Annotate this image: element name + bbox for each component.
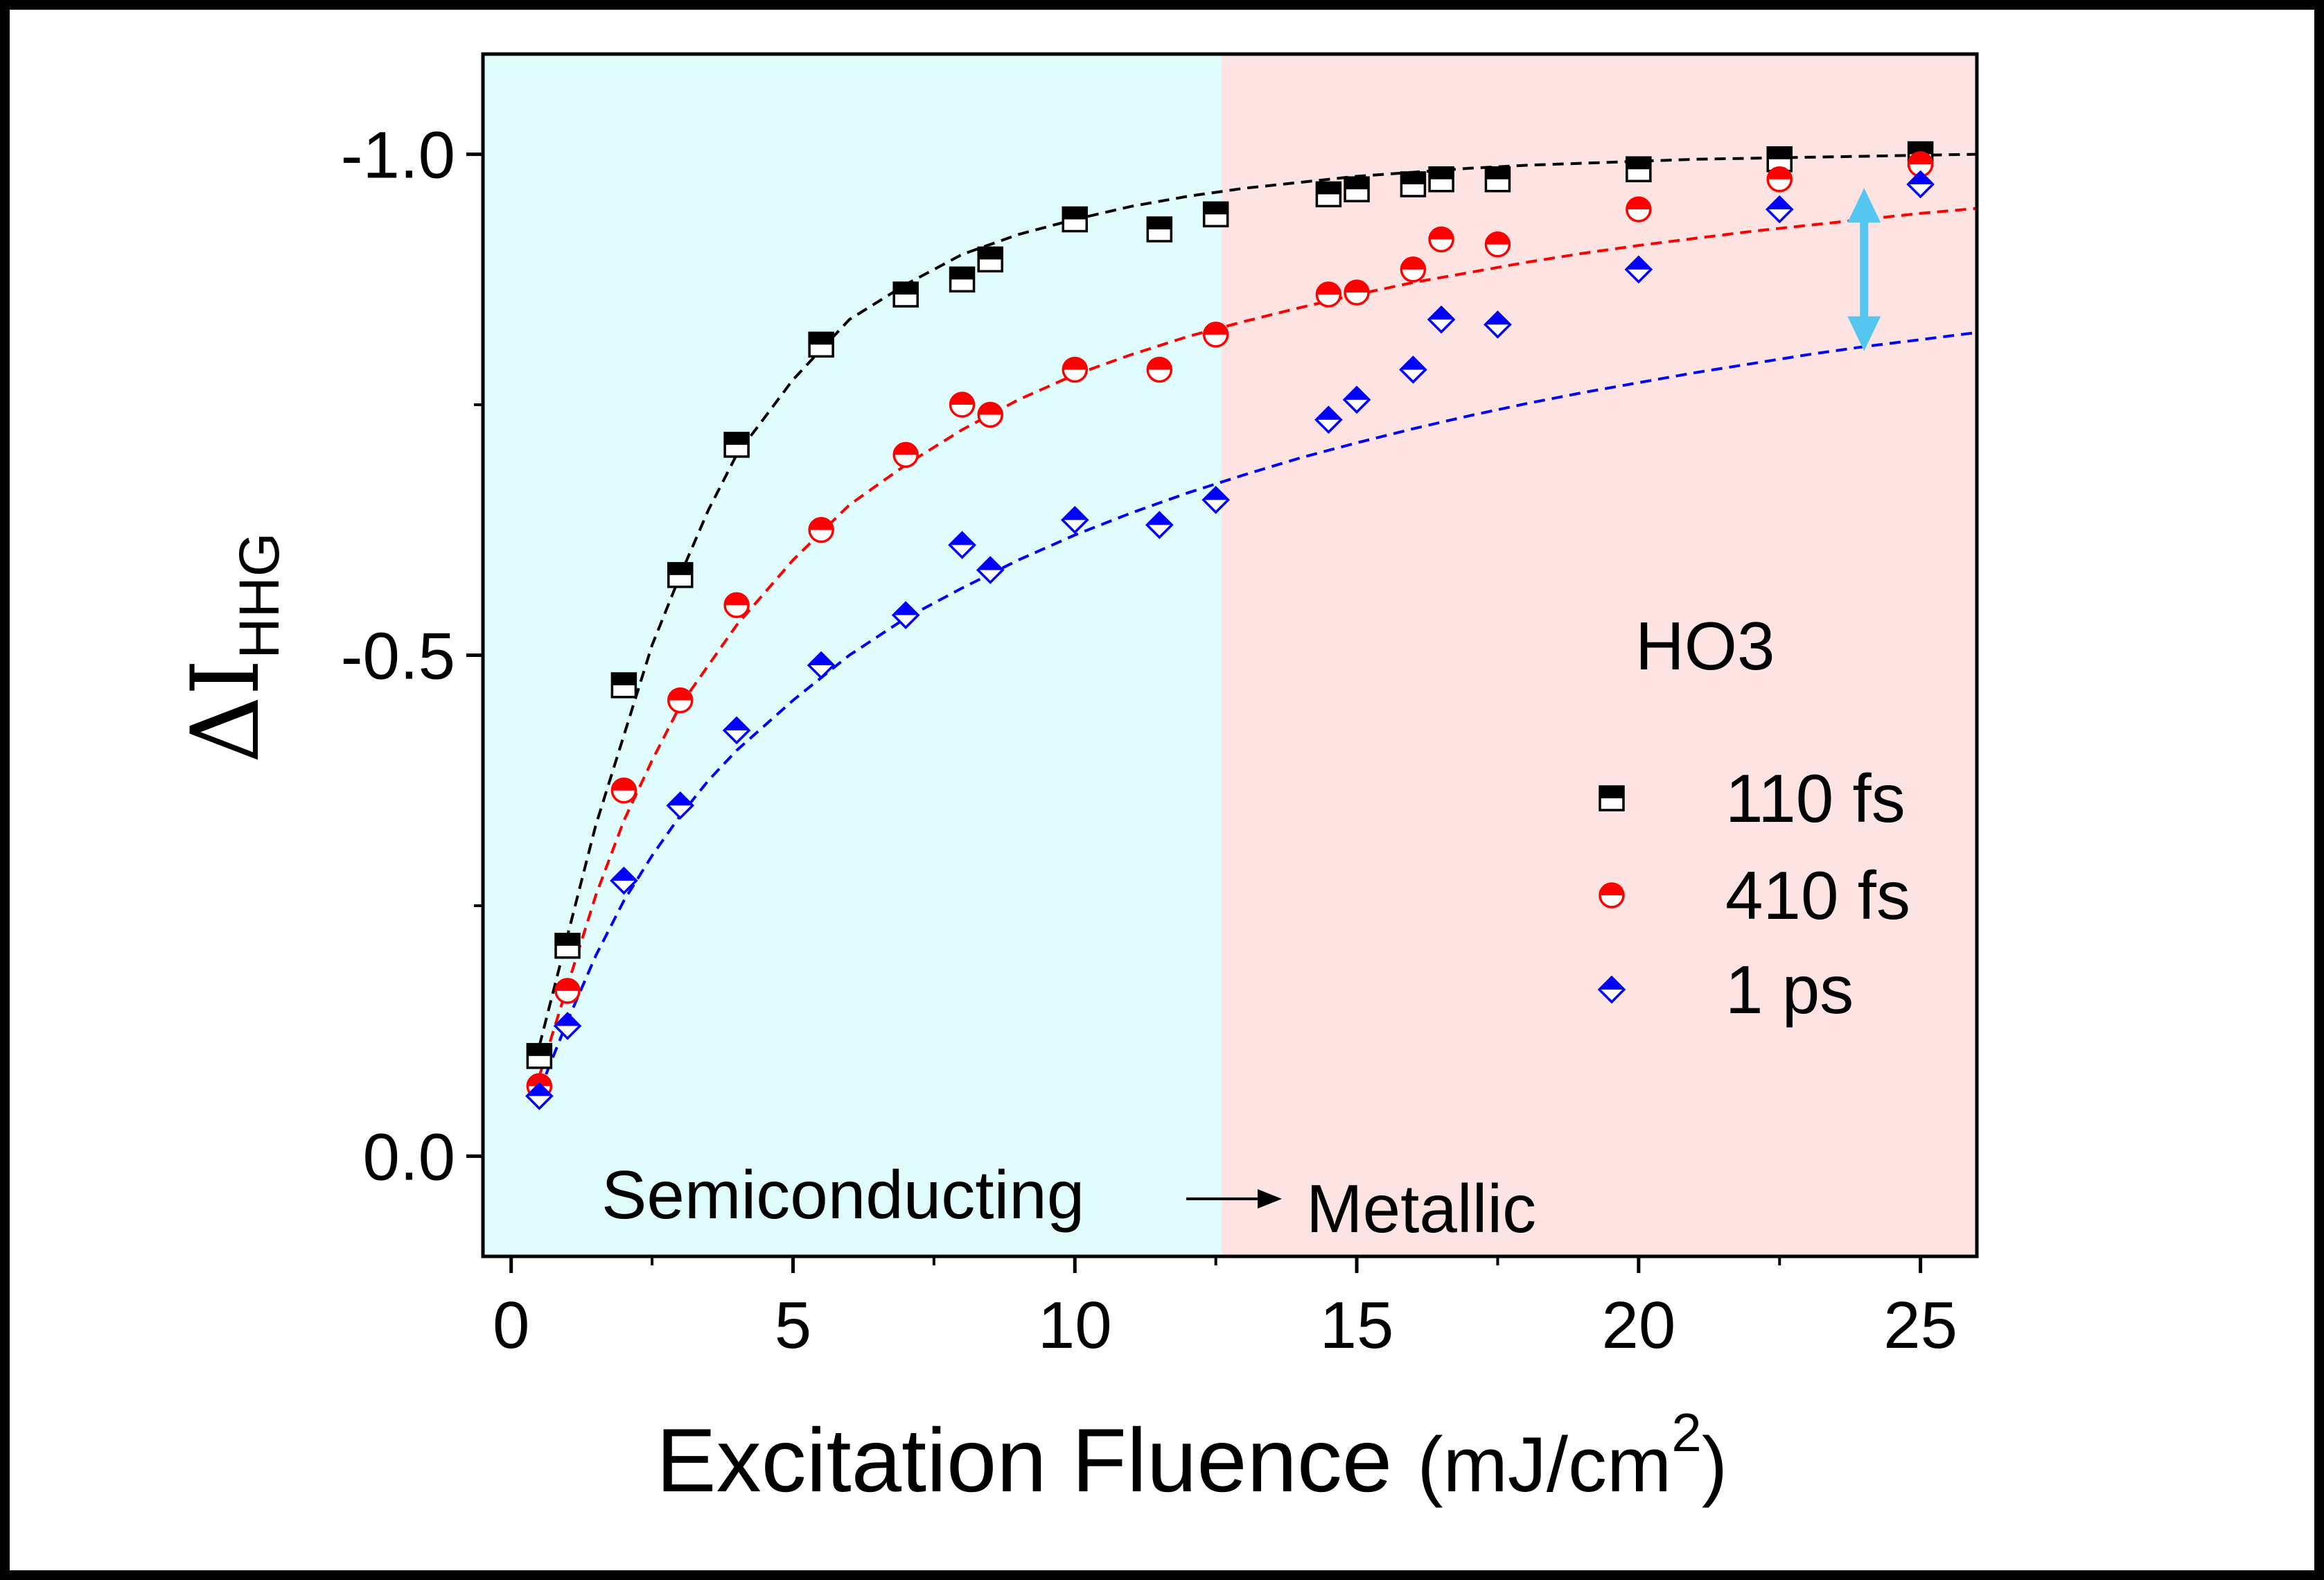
data-point-0 [949, 266, 976, 293]
data-point-0 [1400, 171, 1427, 198]
data-point-1 [610, 777, 637, 804]
data-point-1 [1766, 166, 1793, 193]
data-point-0 [1344, 176, 1370, 202]
data-point-2 [722, 716, 751, 745]
data-point-1 [1146, 356, 1173, 383]
x-tick-label: 20 [1601, 1288, 1675, 1362]
data-point-0 [526, 1043, 553, 1069]
data-point-2 [1060, 505, 1089, 534]
data-point-1 [1202, 322, 1229, 348]
data-point-1 [554, 978, 581, 1004]
fit-curve-2 [538, 331, 1978, 1092]
x-axis-title: Excitation Fluence (mJ/cm2) [656, 1402, 1727, 1511]
y-axis-title: ΔIHHG [171, 532, 291, 763]
x-axis-ticks: 0 5 10 15 20 25 [493, 1256, 1957, 1362]
data-point-1 [1484, 231, 1511, 258]
data-point-0 [1146, 216, 1173, 243]
data-point-1 [977, 401, 1003, 428]
background-regions [483, 54, 1977, 1256]
data-point-0 [554, 933, 581, 959]
region-metallic [1221, 54, 1977, 1256]
legend-label-0: 110 fs [1725, 760, 1905, 836]
x-tick-label: 0 [493, 1288, 529, 1362]
data-point-1 [1062, 356, 1089, 383]
data-point-2 [1201, 486, 1230, 514]
data-point-2 [948, 531, 976, 559]
data-point-1 [949, 392, 976, 418]
legend-marker-2 [1597, 975, 1626, 1004]
data-point-1 [1428, 226, 1454, 253]
legend-marker-1 [1599, 882, 1625, 909]
data-point-1 [1344, 279, 1370, 306]
data-point-1 [808, 517, 834, 543]
difference-arrow-head-bottom [1847, 316, 1881, 351]
data-point-2 [1314, 405, 1343, 434]
data-point-2 [1399, 356, 1427, 384]
data-point-2 [1906, 170, 1935, 199]
y-tick-label: -1.0 [341, 119, 455, 193]
x-tick-label: 5 [775, 1288, 811, 1362]
data-point-2 [976, 556, 1005, 584]
legend: 110 fs 410 fs 1 ps [1597, 760, 1910, 1028]
data-point-0 [1202, 201, 1229, 228]
data-point-1 [667, 687, 694, 714]
data-point-0 [892, 281, 919, 308]
data-point-2 [1484, 310, 1512, 339]
data-point-1 [723, 592, 750, 618]
data-point-2 [1145, 511, 1174, 539]
x-tick-label: 15 [1320, 1288, 1394, 1362]
data-point-1 [892, 441, 919, 468]
data-point-2 [666, 791, 695, 820]
data-point-1 [1315, 281, 1342, 308]
data-point-0 [610, 672, 637, 699]
x-axis-title-main: Excitation Fluence [656, 1410, 1417, 1511]
y-tick-label: 0.0 [363, 1120, 455, 1194]
region-semiconducting [483, 54, 1222, 1256]
data-point-2 [610, 866, 638, 895]
data-point-1 [1907, 151, 1934, 177]
data-point-2 [1427, 305, 1456, 334]
data-point-0 [1484, 166, 1511, 193]
data-point-2 [525, 1082, 554, 1110]
data-point-2 [1342, 385, 1371, 414]
x-tick-label: 10 [1038, 1288, 1112, 1362]
region-label-metallic: Metallic [1306, 1170, 1536, 1247]
data-point-0 [1062, 206, 1089, 233]
x-tick-label: 25 [1883, 1288, 1957, 1362]
data-point-0 [977, 246, 1003, 273]
data-point-1 [1400, 256, 1427, 283]
data-point-0 [723, 432, 750, 458]
transition-arrow [1186, 1189, 1282, 1209]
legend-title: HO3 [1635, 608, 1775, 684]
data-point-2 [1624, 255, 1653, 284]
data-point-0 [1428, 166, 1454, 193]
legend-label-1: 410 fs [1725, 857, 1910, 933]
data-point-2 [1765, 195, 1794, 224]
data-points [525, 141, 1935, 1110]
difference-arrow-head-top [1847, 188, 1881, 223]
data-point-0 [1626, 156, 1652, 183]
y-axis-title-subscript: HHG [228, 532, 291, 658]
data-point-0 [808, 331, 834, 358]
legend-label-2: 1 ps [1725, 951, 1854, 1028]
data-point-1 [1626, 196, 1652, 222]
y-axis-title-symbol: ΔI [171, 659, 280, 764]
data-point-2 [553, 1012, 582, 1040]
data-point-2 [891, 601, 920, 629]
difference-arrow [1847, 188, 1881, 351]
data-point-2 [807, 651, 836, 680]
x-axis-title-exponent: 2 [1671, 1402, 1701, 1463]
fit-curve-1 [538, 207, 1978, 1077]
region-label-semiconducting: Semiconducting [601, 1157, 1084, 1233]
y-tick-label: -0.5 [341, 620, 455, 694]
y-axis-ticks: 0.0 -0.5 -1.0 [341, 119, 483, 1194]
data-point-0 [1315, 181, 1342, 208]
x-axis-title-unit: (mJ/cm [1417, 1421, 1671, 1508]
x-axis-title-close: ) [1702, 1421, 1727, 1508]
legend-marker-0 [1599, 785, 1625, 811]
data-point-0 [667, 562, 694, 588]
